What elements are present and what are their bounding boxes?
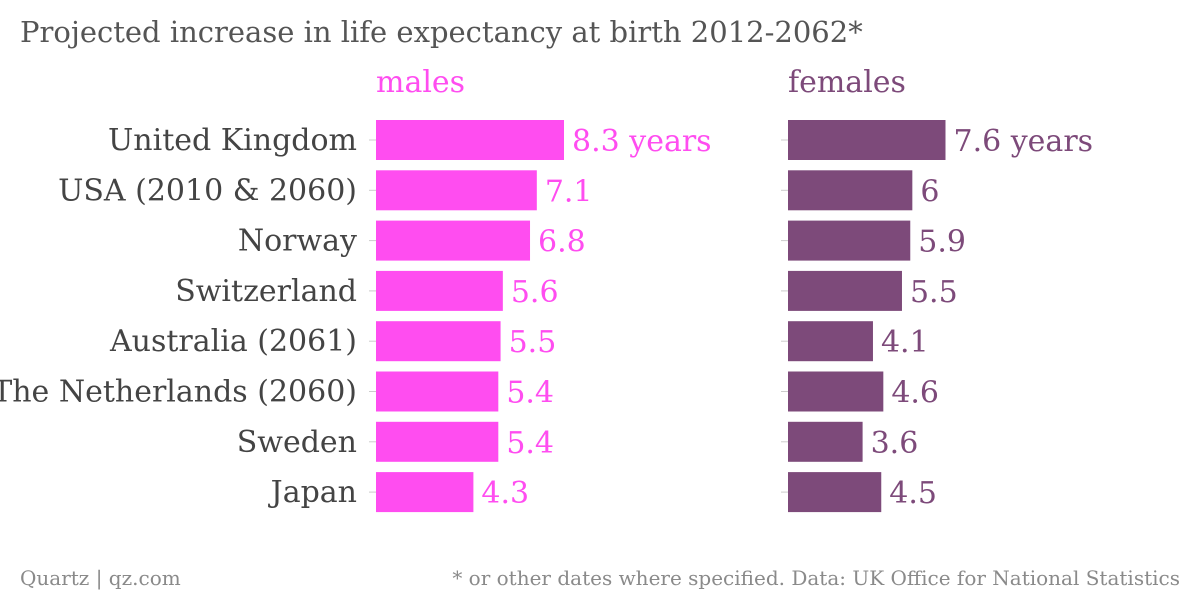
category-label: USA (2010 & 2060) — [58, 173, 357, 208]
category-label: Japan — [268, 475, 357, 510]
male-bar — [376, 472, 474, 513]
female-bar — [788, 220, 911, 261]
male-bar — [376, 321, 501, 362]
male-value-label: 4.3 — [481, 476, 529, 511]
category-label: United Kingdom — [108, 123, 357, 158]
panel-label-females: females — [788, 65, 906, 100]
female-value-label: 3.6 — [871, 426, 919, 461]
male-bar — [376, 170, 537, 211]
male-bar — [376, 421, 499, 462]
value-labels: 8.3 years 7.6 years 7.1 6 6.8 5.9 5.6 5.5 5.5 4.1… — [481, 124, 1093, 511]
male-value-label: 5.5 — [509, 325, 557, 360]
males-bars — [369, 120, 564, 513]
category-label: Switzerland — [175, 274, 357, 309]
category-label: Australia (2061) — [109, 324, 357, 359]
category-label: Norway — [238, 224, 357, 259]
male-bar — [376, 270, 503, 311]
male-value-label: 5.6 — [511, 275, 559, 310]
female-bar — [788, 321, 873, 362]
male-value-label: 5.4 — [506, 426, 554, 461]
female-bar — [788, 371, 884, 412]
male-value-label: 8.3 years — [572, 124, 712, 159]
female-value-label: 6 — [920, 174, 939, 209]
chart-title: Projected increase in life expectancy at… — [20, 15, 863, 49]
male-value-label: 5.4 — [506, 376, 554, 411]
category-label: Sweden — [237, 425, 357, 460]
female-value-label: 5.5 — [910, 275, 958, 310]
female-value-label: 4.5 — [889, 476, 937, 511]
panel-label-males: males — [376, 65, 465, 100]
female-bar — [788, 472, 882, 513]
male-bar — [376, 371, 499, 412]
category-label: The Netherlands (2060) — [0, 375, 357, 410]
females-bars — [781, 120, 946, 513]
female-bar — [788, 270, 902, 311]
female-value-label: 5.9 — [918, 225, 966, 260]
female-bar — [788, 421, 863, 462]
footer-note: * or other dates where specified. Data: … — [452, 566, 1180, 590]
category-labels: United Kingdom USA (2010 & 2060) Norway Swi… — [0, 123, 357, 510]
male-value-label: 7.1 — [545, 174, 593, 209]
male-value-label: 6.8 — [538, 225, 586, 260]
female-value-label: 4.1 — [881, 325, 929, 360]
female-bar — [788, 120, 946, 160]
footer-source: Quartz | qz.com — [20, 566, 181, 591]
female-value-label: 4.6 — [891, 376, 939, 411]
male-bar — [376, 120, 564, 160]
female-bar — [788, 170, 913, 211]
male-bar — [376, 220, 531, 261]
female-value-label: 7.6 years — [953, 124, 1093, 159]
